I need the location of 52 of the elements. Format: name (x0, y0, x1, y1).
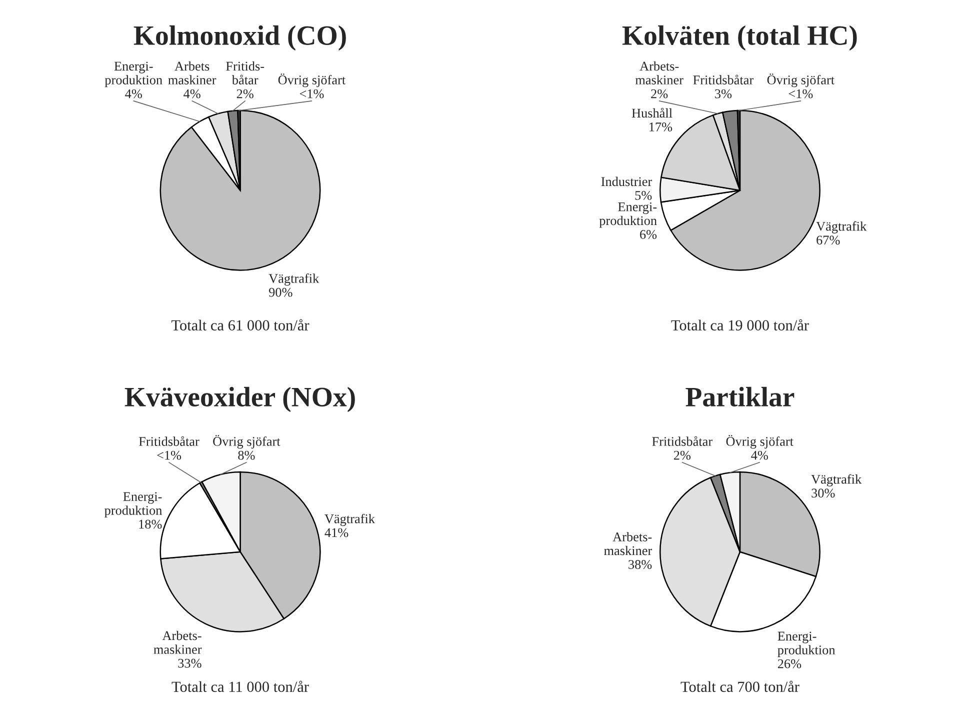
data-label: 5% (635, 190, 652, 200)
data-label: 33% (178, 658, 202, 668)
data-label: 2% (674, 450, 691, 460)
data-label: <1% (157, 450, 182, 460)
data-label: 2% (236, 89, 254, 98)
slice-label: Vägtrafik (268, 274, 320, 286)
slice-label: Arbets- maskiner (635, 61, 684, 84)
slice-label: Vägtrafik (324, 514, 375, 526)
data-label: 2% (651, 89, 668, 98)
text: Totalt ca 19 000 ton/år (671, 319, 809, 330)
data-label: 17% (650, 122, 672, 132)
data-label: 4% (125, 89, 142, 98)
slice-label: Fritidsbåtar (138, 436, 200, 446)
data-label: 18% (139, 520, 162, 529)
slice-label: Energi- produktion (778, 632, 836, 658)
text: Totalt ca 61 000 ton/år (171, 319, 310, 330)
slice-label: Övrig sjöfart (213, 435, 280, 449)
data-label: 8% (238, 450, 255, 460)
data-label: 3% (715, 89, 732, 98)
data-label: 41% (324, 528, 348, 538)
data-label: <1% (788, 89, 813, 98)
data-label: 6% (640, 230, 657, 239)
data-label: 26% (778, 659, 802, 668)
data-label: 4% (184, 89, 200, 98)
slice-label: Energi- produktion (104, 62, 162, 88)
chart-title: Kväveoxider (NOx) (124, 386, 355, 412)
data-label: 90% (268, 288, 292, 297)
text: Totalt ca 11 000 ton/år (172, 680, 309, 692)
slice-label: Hushåll (632, 108, 672, 118)
data-label: <1% (300, 89, 324, 98)
slice-label: Arbets- maskiner (604, 532, 652, 556)
chart-title: Kolmonoxid (CO) (134, 25, 346, 51)
slice-label: Övrig sjöfart (278, 74, 346, 88)
slice-label: Fritids- båtar (226, 61, 264, 84)
slice-label: Industrier (601, 176, 652, 186)
slice-label: Arbets- maskiner (154, 630, 202, 654)
slice-label: Energi- produktion (599, 202, 657, 228)
slice-label: Fritidsbåtar (693, 74, 754, 84)
slice-label: Vägtrafik (816, 221, 867, 234)
slice-label: Övrig sjöfart (767, 74, 834, 88)
slice-label: Övrig sjöfart (726, 435, 794, 449)
chart-title: Partiklar (686, 386, 794, 406)
slice-label: Fritidsbåtar (652, 436, 712, 446)
chart-title: Kolväten (total HC) (622, 25, 857, 51)
data-label: 30% (812, 488, 835, 498)
slice-label: Vägtrafik (811, 474, 862, 486)
data-label: 38% (628, 560, 652, 569)
slice-label: Energi- produktion (104, 492, 162, 518)
data-label: 67% (816, 236, 840, 245)
slice-label: Arbets maskiner (168, 61, 216, 84)
text: Totalt ca 700 ton/år (680, 680, 800, 692)
data-label: 4% (751, 450, 768, 460)
